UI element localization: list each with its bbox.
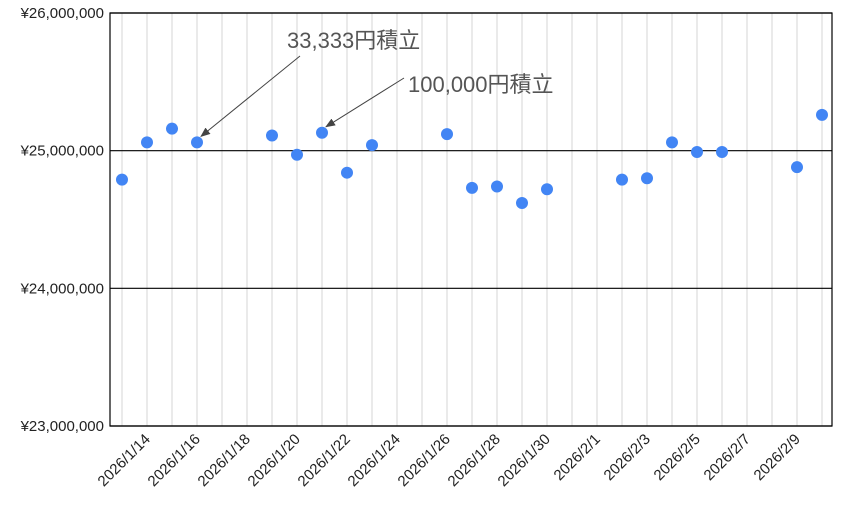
annotation-label: 100,000円積立 — [408, 72, 554, 97]
data-points — [116, 108, 828, 209]
y-tick-label: ¥25,000,000 — [20, 143, 104, 160]
data-point — [366, 139, 378, 152]
data-point — [666, 136, 678, 149]
data-point — [791, 161, 803, 174]
data-point — [441, 128, 453, 141]
data-point — [716, 146, 728, 159]
data-point — [141, 136, 153, 149]
data-point — [641, 172, 653, 185]
plot-frame — [109, 12, 833, 427]
y-tick-label: ¥26,000,000 — [20, 5, 104, 22]
data-point — [541, 183, 553, 196]
y-tick-label: ¥23,000,000 — [20, 418, 104, 435]
data-point — [491, 180, 503, 193]
annotation-label: 33,333円積立 — [287, 28, 420, 53]
data-point — [341, 166, 353, 179]
data-point — [266, 129, 278, 142]
data-point — [166, 122, 178, 135]
data-point — [291, 148, 303, 161]
data-point — [616, 173, 628, 186]
annotation-arrow — [325, 77, 405, 128]
data-point — [466, 181, 478, 194]
annotation-arrow — [200, 55, 301, 138]
data-point — [116, 173, 128, 186]
y-tick-label: ¥24,000,000 — [20, 280, 104, 297]
grid-layer — [110, 12, 832, 427]
annotations: 33,333円積立 100,000円積立 — [200, 28, 554, 138]
data-point — [691, 146, 703, 159]
data-point — [516, 196, 528, 209]
data-point — [191, 136, 203, 149]
data-point — [316, 126, 328, 139]
data-point — [816, 108, 828, 121]
